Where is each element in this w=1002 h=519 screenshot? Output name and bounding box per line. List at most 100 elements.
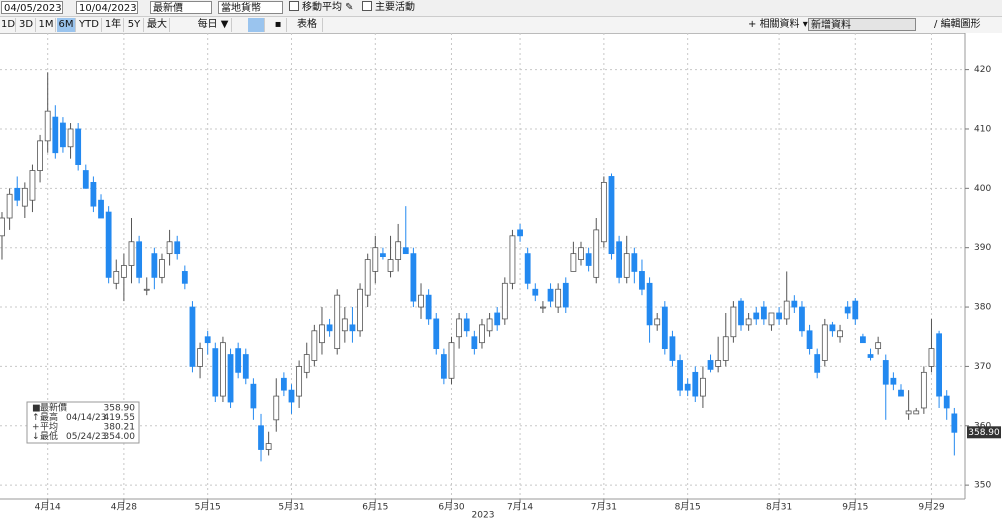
related-data[interactable]: + 相關資料 ▾	[748, 19, 808, 30]
candle-body	[52, 116, 59, 154]
last-price-tag	[967, 426, 1001, 439]
candle-body	[753, 312, 760, 320]
range-button[interactable]: 6M	[57, 18, 76, 32]
candle-body	[730, 306, 737, 338]
candle-body	[21, 187, 28, 207]
start-date[interactable]: 04/05/2023	[1, 1, 63, 14]
candle-body	[661, 306, 668, 350]
more[interactable]: ▪	[270, 18, 287, 32]
y-tick-label: 380	[974, 303, 991, 313]
candle-body	[898, 389, 904, 397]
candle-body	[501, 282, 508, 320]
candle-body	[341, 318, 348, 332]
chart: 2023 350 360 370 380 390 400 410 420 4月14 4月28 5月1…	[0, 33, 1002, 519]
y-tick-label: 420	[974, 65, 991, 75]
candle-body	[0, 217, 5, 237]
candle-body	[220, 342, 226, 397]
candle-body	[532, 288, 539, 296]
candle-body	[448, 342, 455, 379]
range-button[interactable]: 1年	[103, 18, 124, 32]
range-button[interactable]: YTD	[77, 18, 102, 32]
candle-body	[189, 306, 196, 367]
candle-body	[829, 324, 836, 332]
end-date[interactable]: 10/04/2023	[76, 1, 138, 14]
y-tick-label: 400	[974, 184, 991, 194]
stats-marker: ↑	[32, 413, 40, 423]
candle-body	[684, 383, 691, 391]
candle-body	[593, 229, 600, 278]
range-button[interactable]: 最大	[145, 18, 170, 32]
candle-body	[509, 235, 516, 284]
candle-body	[540, 306, 546, 309]
label: 相關資料	[759, 19, 800, 30]
last-price-label: 358.90	[968, 428, 1000, 438]
toolbar: 04/05/2023 10/04/2023 最新價 當地貨幣 移動平均 ✎ 主要…	[0, 0, 1002, 17]
candle-body	[578, 247, 584, 260]
candle-body	[555, 288, 562, 308]
candle-body	[951, 413, 958, 433]
frequency[interactable]: 每日 ▼	[195, 18, 232, 32]
range-button[interactable]: 5Y	[125, 18, 144, 32]
candle-body	[646, 282, 653, 326]
candle-body	[875, 342, 882, 350]
edit-chart[interactable]: / 編輯圖形	[934, 19, 981, 30]
candle-body	[6, 193, 13, 219]
chart-style[interactable]	[248, 18, 265, 32]
events-toggle[interactable]: 主要活動	[362, 1, 415, 15]
field-select[interactable]: 最新價	[150, 1, 212, 14]
range-button[interactable]: 1M	[37, 18, 56, 32]
candle-body	[67, 128, 74, 148]
candle-body	[471, 336, 478, 350]
range-button[interactable]: 1D	[1, 18, 16, 32]
candle-body	[600, 181, 607, 243]
candle-body	[608, 176, 615, 255]
candle-body	[623, 253, 630, 278]
candle-body	[181, 271, 188, 284]
range-button[interactable]: 3D	[17, 18, 36, 32]
candle-body	[128, 241, 135, 266]
candle-body	[311, 330, 318, 361]
stats-marker: +	[32, 423, 40, 433]
candle-body	[837, 330, 843, 338]
candle-body	[37, 140, 43, 171]
candle-body	[479, 324, 485, 344]
moving-average-toggle[interactable]: 移動平均 ✎	[289, 1, 354, 15]
add-data[interactable]: 新增資料	[808, 18, 916, 31]
y-tick-label: 410	[974, 124, 991, 134]
candle-body	[486, 318, 493, 332]
candle-body	[319, 324, 325, 344]
candle-body	[631, 253, 638, 272]
x-tick-label: 8月31	[766, 502, 792, 513]
stats-value: 419.55	[104, 413, 136, 423]
candle-body	[913, 410, 920, 415]
candle-body	[524, 253, 531, 284]
candle-body	[456, 318, 463, 338]
candle-body	[60, 122, 66, 148]
candle-body	[639, 271, 645, 290]
candle-body	[105, 211, 112, 278]
candle-body	[151, 253, 158, 278]
candle-body	[136, 241, 143, 278]
candle-body	[722, 336, 729, 361]
candle-body	[860, 336, 866, 344]
candle-body	[273, 395, 280, 421]
x-tick-label: 8月15	[675, 502, 701, 513]
candle-body	[882, 360, 889, 385]
y-tick-label: 350	[974, 481, 991, 491]
candle-body	[303, 354, 310, 373]
stats-name: 最高	[40, 411, 58, 423]
table-button[interactable]: 表格	[292, 18, 323, 32]
x-tick-label: 9月29	[918, 502, 944, 513]
stats-marker: ↓	[32, 432, 40, 442]
candle-body	[768, 312, 775, 326]
x-tick-label: 5月15	[195, 502, 221, 513]
candle-body	[29, 170, 36, 201]
candle-body	[517, 229, 523, 237]
candle-body	[98, 199, 104, 219]
candle-body	[799, 306, 805, 332]
currency-select[interactable]: 當地貨幣	[218, 1, 283, 14]
y-axis-area	[965, 33, 1002, 519]
candle-body	[707, 360, 714, 370]
candle-body	[463, 318, 470, 332]
